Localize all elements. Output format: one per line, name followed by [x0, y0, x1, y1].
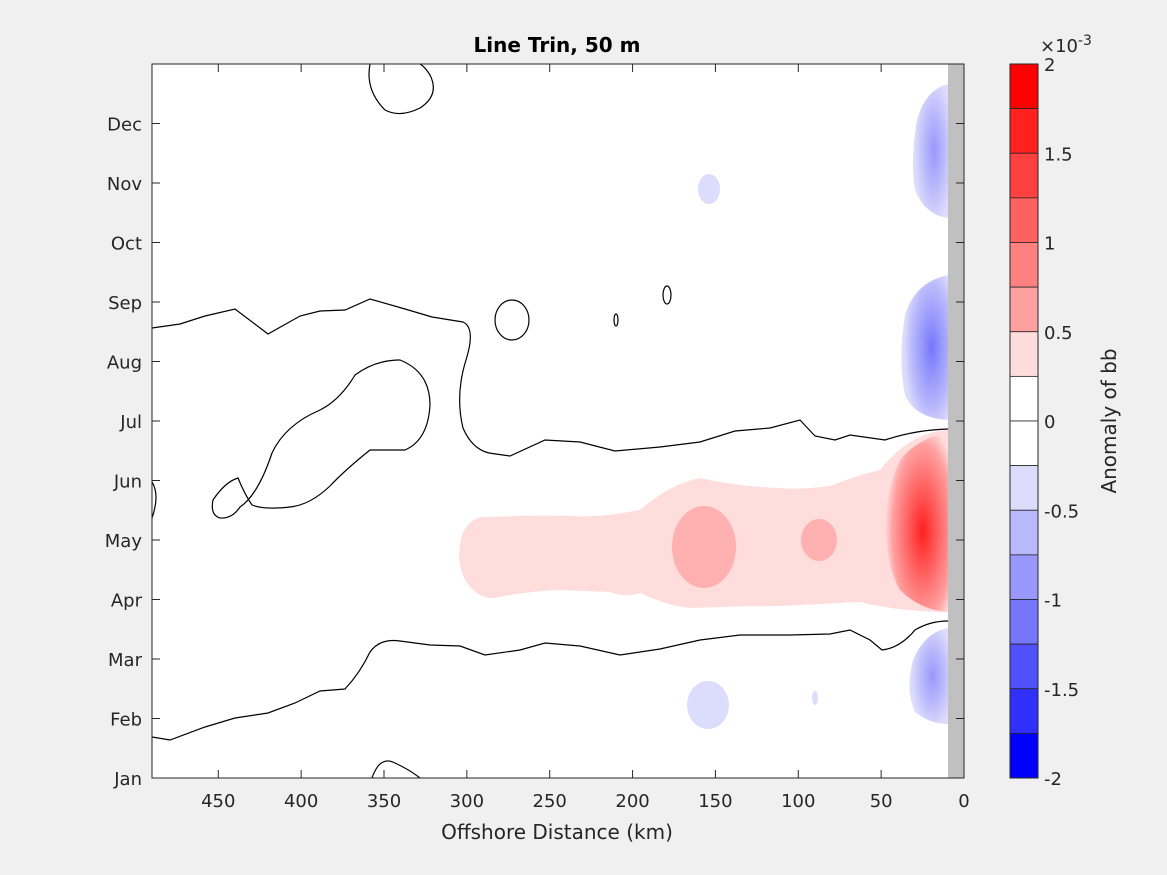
colorbar-level [1009, 599, 1039, 645]
colorbar-level [1009, 286, 1039, 333]
contour-upper [152, 298, 949, 457]
x-axis-ticks: 450 400 350 300 250 200 150 100 50 0 [201, 64, 970, 812]
colorbar-level [1009, 465, 1039, 511]
x-tick-label: 250 [533, 791, 567, 812]
colorbar-exponent-power: -3 [1078, 33, 1092, 49]
positive-blob-85 [801, 519, 837, 561]
y-tick-label: Jan [113, 769, 142, 790]
contour-loop-sep-270 [494, 299, 530, 341]
colorbar-level [1009, 331, 1039, 377]
y-tick-label: Dec [107, 115, 142, 136]
y-tick-label: Jun [113, 472, 142, 493]
colorbar-blocks [1009, 63, 1039, 779]
colorbar-level [1009, 375, 1039, 422]
y-tick-label: Feb [110, 710, 142, 731]
colorbar-label: Anomaly of bb [1097, 348, 1121, 493]
zero-contours [152, 64, 949, 778]
x-tick-label: 200 [615, 791, 649, 812]
colorbar-level [1009, 554, 1039, 600]
axes-background [152, 64, 964, 778]
negative-dec-fill [912, 84, 948, 218]
colorbar-level [1009, 420, 1039, 467]
y-axis-ticks: Jan Feb Mar Apr May Jun Jul Aug Sep Oct Nov Dec [105, 115, 964, 790]
x-tick-label: 50 [870, 791, 893, 812]
plot-area: 450 400 350 300 250 200 150 100 50 0 Jan Feb Mar Apr… [105, 63, 970, 812]
colorbar-tick-label: 0 [1044, 412, 1055, 433]
colorbar-ticks: 2 1.5 1 0.5 0 -0.5 -1 -1.5 -2 [1044, 55, 1079, 790]
contour-loop-dec [368, 64, 434, 115]
contour-loop-jun [211, 359, 431, 519]
y-tick-label: Nov [107, 174, 142, 195]
colorbar-level [1009, 63, 1039, 110]
y-tick-label: Oct [111, 234, 142, 255]
contour-loop-sep-210 [613, 313, 619, 327]
colorbar-tick-label: 2 [1044, 55, 1055, 76]
colorbar-tick-label: -1 [1044, 591, 1062, 612]
x-tick-label: 300 [450, 791, 484, 812]
colorbar-tick-label: 1.5 [1044, 144, 1073, 165]
positive-blob-150 [672, 506, 736, 588]
negative-blob-nov [698, 174, 720, 204]
contour-loop-jan [371, 760, 421, 778]
positive-core-fill [885, 432, 948, 612]
x-tick-label: 0 [958, 791, 969, 812]
y-tick-label: Mar [108, 650, 143, 671]
y-tick-label: Apr [111, 591, 143, 612]
colorbar-tick-label: 0.5 [1044, 323, 1073, 344]
contour-lower [152, 620, 949, 741]
x-tick-label: 150 [698, 791, 732, 812]
contour-fills [152, 64, 949, 778]
colorbar-exponent: ×10-3 [1040, 33, 1092, 57]
contour-edge-jun [152, 481, 157, 519]
chart-title: Line Trin, 50 m [474, 33, 641, 57]
negative-mar-fill [909, 628, 948, 724]
negative-blob-feb [687, 681, 729, 729]
x-tick-label: 350 [367, 791, 401, 812]
colorbar-level [1009, 152, 1039, 199]
negative-aug-fill [901, 275, 948, 420]
colorbar-level [1009, 509, 1039, 556]
colorbar-tick-label: -2 [1044, 769, 1062, 790]
colorbar-level [1009, 197, 1039, 243]
colorbar-exponent-base: ×10 [1040, 36, 1078, 57]
x-tick-label: 100 [781, 791, 815, 812]
negative-blob-feb-small [812, 691, 818, 705]
x-axis-title: Offshore Distance (km) [441, 820, 673, 844]
contour-loop-sep-180 [662, 285, 672, 305]
y-tick-label: Sep [108, 293, 142, 314]
x-tick-label: 450 [201, 791, 235, 812]
x-tick-label: 400 [284, 791, 318, 812]
y-tick-label: May [105, 531, 143, 552]
colorbar-tick-label: -0.5 [1044, 501, 1079, 522]
colorbar-level [1009, 108, 1039, 154]
colorbar-level [1009, 643, 1039, 690]
colorbar-level [1009, 732, 1039, 779]
colorbar-tick-label: 1 [1044, 234, 1055, 255]
colorbar-level [1009, 242, 1039, 288]
colorbar-frame [1009, 63, 1039, 779]
colorbar-tick-label: -1.5 [1044, 680, 1079, 701]
colorbar: 2 1.5 1 0.5 0 -0.5 -1 -1.5 -2 ×10-3 Anomaly of b… [1009, 33, 1121, 790]
y-tick-label: Jul [119, 412, 142, 433]
y-tick-label: Aug [107, 353, 142, 374]
colorbar-level [1009, 688, 1039, 734]
